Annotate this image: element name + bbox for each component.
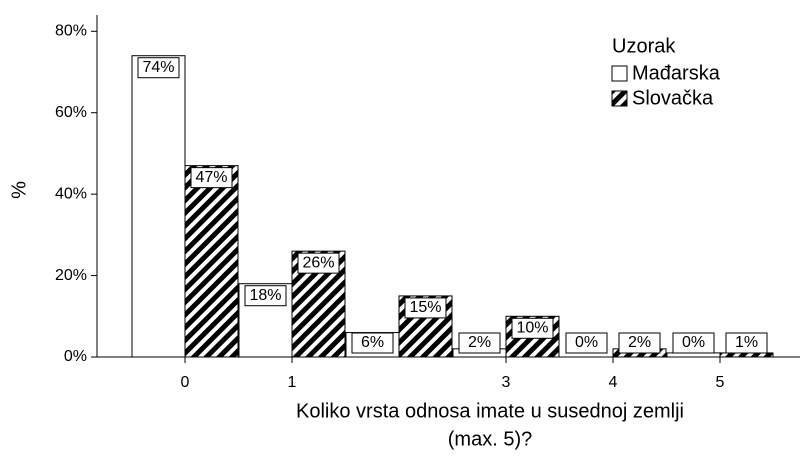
legend-swatch	[611, 65, 628, 82]
data-label: 2%	[468, 334, 491, 351]
bar	[184, 165, 239, 358]
data-label-box	[297, 252, 340, 274]
data-label: 10%	[516, 320, 548, 337]
y-tick-label: 60%	[55, 104, 87, 121]
data-label: 2%	[628, 334, 651, 351]
x-tick-label: 4	[609, 374, 618, 391]
data-label: 74%	[142, 59, 174, 76]
data-label: 26%	[302, 254, 334, 271]
data-label-box	[404, 297, 447, 319]
bar	[131, 55, 186, 358]
x-tick-label: 5	[716, 374, 725, 391]
x-tick-label: 3	[502, 374, 511, 391]
data-label-box	[137, 57, 180, 79]
data-label: 1%	[735, 334, 758, 351]
data-label: 0%	[682, 334, 705, 351]
legend-title: Uzorak	[612, 35, 676, 57]
data-label-box	[618, 332, 661, 354]
data-label: 15%	[409, 299, 441, 316]
y-tick-label: 80%	[55, 23, 87, 40]
data-label-box	[244, 285, 287, 307]
data-label-box	[511, 317, 554, 339]
legend-label: Mađarska	[632, 62, 721, 84]
data-label-box	[351, 332, 394, 354]
y-axis-label: %	[8, 181, 30, 199]
legend-label: Slovačka	[632, 87, 714, 109]
data-label-box	[190, 167, 233, 189]
y-tick-label: 20%	[55, 267, 87, 284]
data-label: 0%	[575, 334, 598, 351]
data-label: 6%	[361, 334, 384, 351]
y-tick-label: 40%	[55, 185, 87, 202]
data-label-box	[458, 332, 501, 354]
bar	[719, 352, 774, 358]
x-tick-label: 0	[181, 374, 190, 391]
x-tick-label: 1	[288, 374, 297, 391]
x-axis-label: (max. 5)?	[448, 428, 532, 450]
data-label-box	[672, 332, 715, 354]
data-label-box	[565, 332, 608, 354]
x-axis-label: Koliko vrsta odnosa imate u susednoj zem…	[296, 400, 684, 422]
data-label: 47%	[195, 169, 227, 186]
bar	[666, 352, 721, 358]
data-label: 18%	[249, 287, 281, 304]
data-label-box	[725, 332, 768, 354]
legend-swatch	[611, 90, 628, 107]
y-tick-label: 0%	[64, 348, 87, 365]
